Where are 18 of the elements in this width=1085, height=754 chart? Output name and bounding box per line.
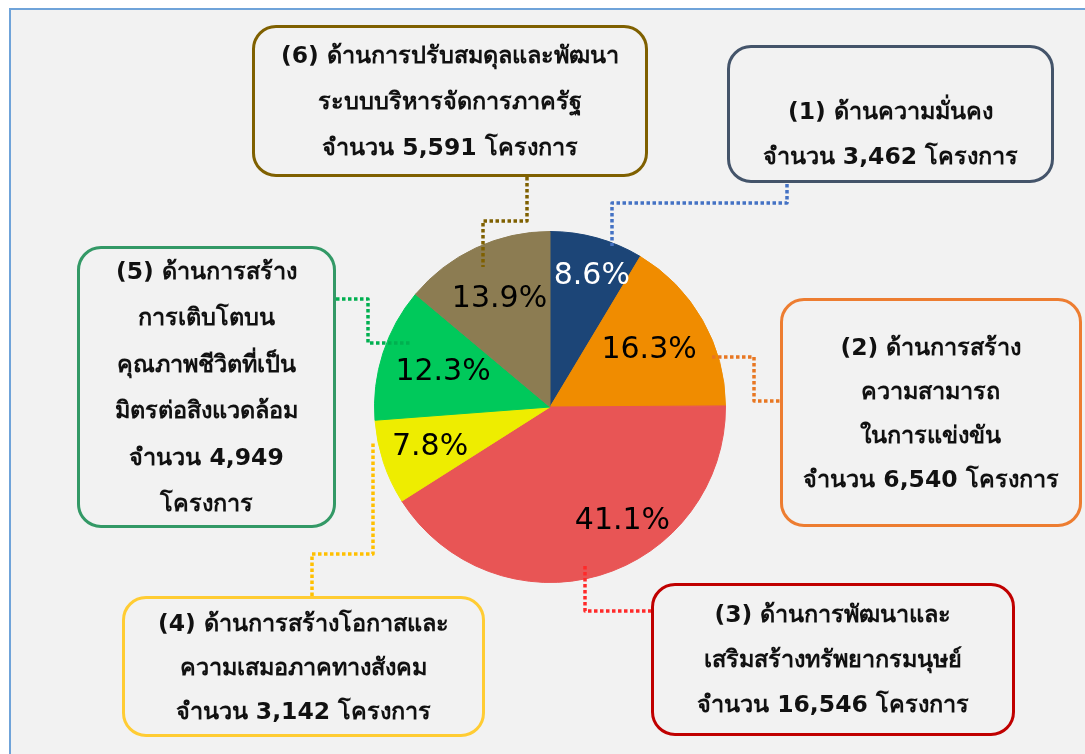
data-label: 8.6%	[553, 256, 630, 292]
slice-label: (6) ด้านการปรับสมดุลและพัฒนา ระบบบริหารจัดการภาครัฐ จำนวน 5,591 โครงการ	[280, 40, 619, 163]
callout-box: (2) ด้านการสร้าง ความสามารถ ในการแข่งขัน จำนวน 6,540 โครงการ	[780, 298, 1082, 527]
slice-label: (1) ด้านความมั่นคง จำนวน 3,462 โครงการ	[762, 93, 1019, 172]
data-label: 12.3%	[395, 352, 491, 388]
slice-label: (2) ด้านการสร้าง ความสามารถ ในการแข่งขัน จำนวน 6,540 โครงการ	[803, 331, 1059, 495]
callout-box: (3) ด้านการพัฒนาและ เสริมสร้างทรัพยากรมนุษย์ จำนวน 16,546 โครงการ	[651, 583, 1015, 736]
slice-label: (4) ด้านการสร้างโอกาสและ ความเสมอภาคทางสังคม จำนวน 3,142 โครงการ	[157, 607, 449, 727]
data-label: 13.9%	[451, 278, 548, 314]
data-label: 41.1%	[574, 500, 671, 536]
data-label: 7.8%	[391, 426, 469, 462]
slice-label: (3) ด้านการพัฒนาและ เสริมสร้างทรัพยากรมนุษย์ จำนวน 16,546 โครงการ	[696, 599, 970, 720]
data-label: 16.3%	[601, 330, 697, 366]
callout-box: (1) ด้านความมั่นคง จำนวน 3,462 โครงการ	[727, 45, 1054, 183]
slice-label: (5) ด้านการสร้าง การเติบโตบน คุณภาพชีวิตที่เป็น มิตรต่อสิงแวดล้อม จำนวน 4,949 โครงการ	[115, 255, 298, 519]
callout-box: (5) ด้านการสร้าง การเติบโตบน คุณภาพชีวิตที่เป็น มิตรต่อสิงแวดล้อม จำนวน 4,949 โครงการ	[77, 246, 336, 528]
callout-box: (6) ด้านการปรับสมดุลและพัฒนา ระบบบริหารจัดการภาครัฐ จำนวน 5,591 โครงการ	[252, 25, 648, 177]
callout-box: (4) ด้านการสร้างโอกาสและ ความเสมอภาคทางสังคม จำนวน 3,142 โครงการ	[122, 596, 485, 737]
